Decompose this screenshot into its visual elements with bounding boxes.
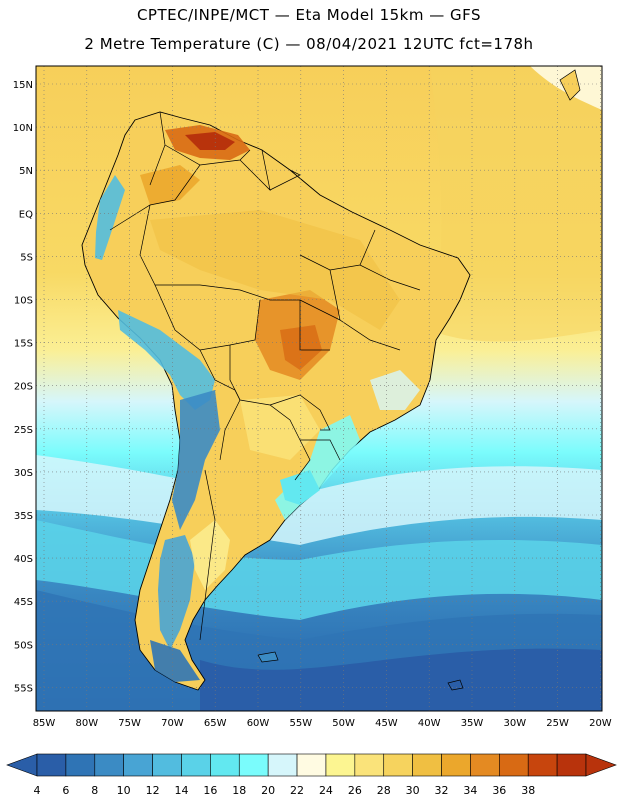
map-field	[36, 66, 602, 711]
colorbar-label: 6	[62, 784, 69, 797]
latitude-label: 15S	[14, 339, 33, 350]
longitude-label: 50W	[332, 718, 355, 729]
colorbar-label: 10	[117, 784, 131, 797]
map-frame	[35, 65, 603, 712]
longitude-label: 30W	[503, 718, 526, 729]
colorbar-swatch	[210, 753, 240, 777]
colorbar-swatch	[65, 753, 96, 777]
colorbar-label: 20	[261, 784, 275, 797]
colorbar-label: 18	[232, 784, 246, 797]
colorbar-swatch	[441, 753, 471, 777]
colorbar-swatch	[36, 753, 67, 777]
latitude-label: 10S	[14, 296, 33, 307]
latitude-label: 50S	[14, 640, 33, 651]
colorbar-swatch	[325, 753, 356, 777]
colorbar-swatch	[354, 753, 385, 777]
latitude-labels: 15N 10N 5N EQ 5S 10S 15S 20S 25S 30S 35S 40S 45S 50S 5…	[13, 80, 33, 694]
colorbar-swatch	[238, 753, 269, 777]
longitude-label: 55W	[289, 718, 312, 729]
latitude-label: 35S	[14, 511, 33, 522]
longitude-label: 65W	[204, 718, 227, 729]
colorbar-lower-arrow	[6, 753, 38, 777]
colorbar-upper-arrow	[585, 753, 617, 777]
map-title: CPTEC/INPE/MCT — Eta Model 15km — GFS	[136, 6, 482, 24]
colorbar-swatch	[470, 753, 500, 777]
longitude-labels: 85W 80W 75W 70W 65W 60W 55W 50W 45W 40W 35W 30W 25W 2…	[33, 718, 612, 729]
longitude-label: 25W	[546, 718, 569, 729]
colorbar-swatch	[94, 753, 124, 777]
longitude-label: 85W	[33, 718, 56, 729]
latitude-label: 30S	[14, 468, 33, 479]
colorbar: 4 6 8 10 12 14 16 18 20 22 24 26 28 30 32 34 36 38	[6, 753, 617, 797]
colorbar-label: 26	[348, 784, 362, 797]
longitude-label: 35W	[461, 718, 484, 729]
latitude-label: 25S	[14, 425, 33, 436]
colorbar-label: 12	[146, 784, 160, 797]
latitude-label: 20S	[14, 382, 33, 393]
colorbar-swatch	[123, 753, 153, 777]
colorbar-label: 4	[34, 784, 41, 797]
longitude-label: 60W	[247, 718, 270, 729]
latitude-label: 10N	[13, 123, 33, 134]
latitude-label: 5S	[20, 252, 33, 263]
colorbar-label: 24	[319, 784, 333, 797]
colorbar-label: 14	[174, 784, 188, 797]
colorbar-swatch	[181, 753, 211, 777]
colorbar-label: 28	[377, 784, 391, 797]
map-subtitle: 2 Metre Temperature (C) — 08/04/2021 12U…	[84, 35, 534, 53]
latitude-label: 45S	[14, 597, 33, 608]
colorbar-swatch	[152, 753, 182, 777]
latitude-label: EQ	[19, 209, 33, 220]
colorbar-swatch	[383, 753, 413, 777]
country-borders	[109, 111, 421, 641]
colorbar-label: 30	[406, 784, 420, 797]
colorbar-swatch	[556, 753, 587, 777]
latitude-label: 15N	[13, 80, 33, 91]
colorbar-label: 8	[91, 784, 98, 797]
colorbar-swatch	[412, 753, 442, 777]
longitude-label: 75W	[118, 718, 141, 729]
longitude-label: 80W	[75, 718, 98, 729]
latitude-label: 5N	[19, 166, 33, 177]
latitude-label: 55S	[14, 683, 33, 694]
colorbar-label: 34	[463, 784, 477, 797]
colorbar-swatch	[499, 753, 529, 777]
colorbar-label: 38	[521, 784, 535, 797]
colorbar-swatch	[267, 753, 298, 777]
colorbar-label: 36	[492, 784, 506, 797]
colorbar-label: 22	[290, 784, 304, 797]
colorbar-swatch	[296, 753, 327, 777]
longitude-label: 40W	[418, 718, 441, 729]
longitude-label: 20W	[589, 718, 612, 729]
latitude-label: 40S	[14, 554, 33, 565]
colorbar-swatch	[527, 753, 558, 777]
longitude-label: 70W	[161, 718, 184, 729]
longitude-label: 45W	[375, 718, 398, 729]
colorbar-label: 16	[203, 784, 217, 797]
colorbar-label: 32	[435, 784, 449, 797]
